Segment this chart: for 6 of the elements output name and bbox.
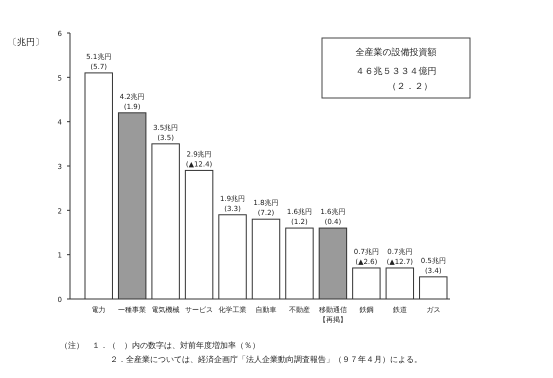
annotation: 全産業の設備投資額 xyxy=(356,47,436,58)
text: （注） １．（ ）内の数字は、対前年度増加率（％） xyxy=(60,341,260,350)
annotation: （２．２） xyxy=(388,82,432,92)
annotation: ４６兆５３３４億円 xyxy=(356,66,436,77)
y-axis-title: 〔兆円〕 xyxy=(8,37,44,48)
text: ２．全産業については、経済企画庁「法人企業動向調査報告」（９７年４月）による。 xyxy=(110,355,422,364)
